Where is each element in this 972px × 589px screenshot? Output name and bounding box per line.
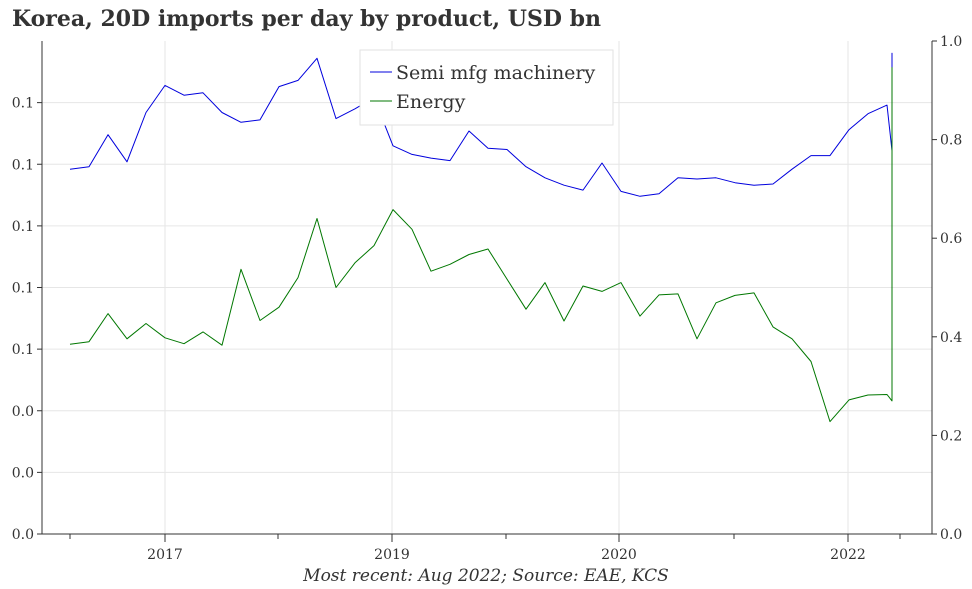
left-tick-label: 0.1 (12, 96, 34, 112)
series-lines (69, 52, 893, 423)
right-axis-ticks: 0.0 0.2 0.4 0.6 0.8 1.0 (932, 34, 962, 543)
right-tick-label: 0.0 (940, 527, 962, 543)
right-tick-label: 1.0 (940, 34, 962, 50)
left-tick-label: 0.1 (12, 157, 34, 173)
chart-title: Korea, 20D imports per day by product, U… (12, 6, 601, 32)
left-tick-label: 0.1 (12, 342, 34, 358)
x-tick-label: 2020 (601, 547, 637, 563)
legend-label-semi: Semi mfg machinery (396, 62, 596, 84)
legend: Semi mfg machinery Energy (359, 49, 614, 126)
x-tick-label: 2022 (830, 547, 866, 563)
grid (42, 41, 932, 535)
right-tick-label: 0.8 (940, 133, 962, 149)
left-tick-label: 0.0 (12, 465, 34, 481)
x-axis-ticks: 2017 2019 2020 2022 (69, 534, 901, 563)
legend-label-energy: Energy (396, 91, 466, 113)
left-tick-label: 0.1 (12, 281, 34, 297)
x-tick-label: 2019 (374, 547, 410, 563)
right-tick-label: 0.6 (940, 231, 962, 247)
right-tick-label: 0.2 (940, 428, 962, 444)
caption: Most recent: Aug 2022; Source: EAE, KCS (303, 566, 669, 586)
legend-box (359, 49, 614, 126)
series-line-energy (69, 67, 893, 423)
x-tick-label: 2017 (147, 547, 183, 563)
left-tick-label: 0.1 (12, 219, 34, 235)
left-tick-label: 0.0 (12, 404, 34, 420)
right-tick-label: 0.4 (940, 330, 962, 346)
left-axis-ticks: 0.0 0.0 0.0 0.1 0.1 0.1 0.1 0.1 (12, 96, 42, 543)
left-tick-label: 0.0 (12, 527, 34, 543)
